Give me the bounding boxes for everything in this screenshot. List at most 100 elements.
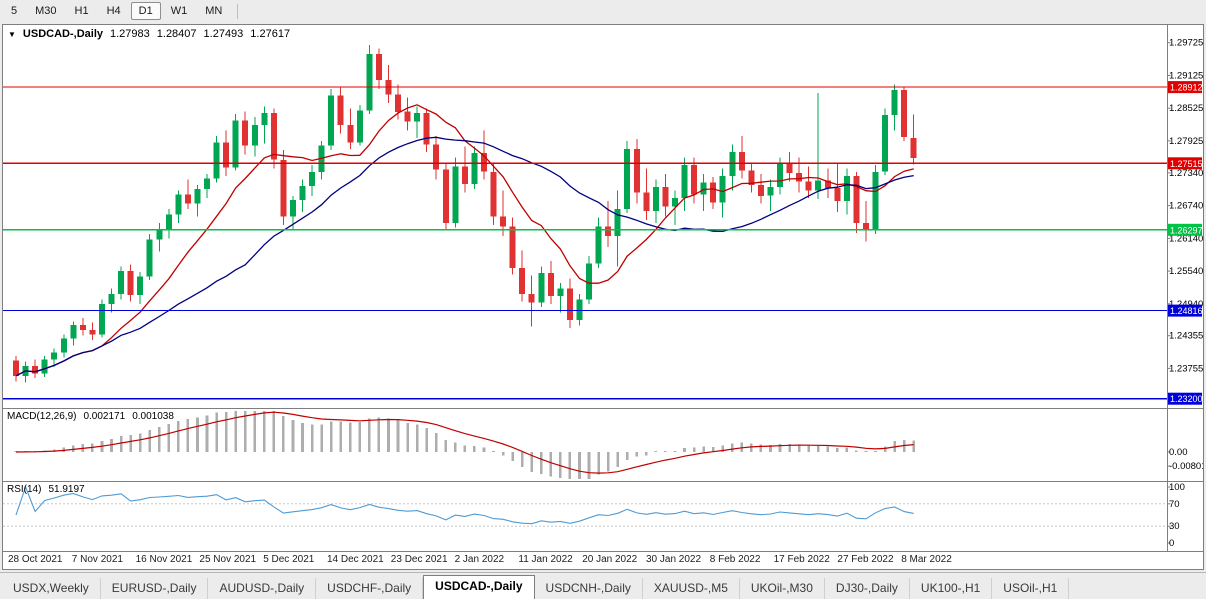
chart-tab-audusd-daily[interactable]: AUDUSD-,Daily: [208, 578, 317, 599]
date-label-14-dec-2021: 14 Dec 2021: [327, 554, 384, 565]
candle-body: [194, 189, 201, 204]
candle-body: [156, 229, 163, 240]
price-scale[interactable]: 1.29725 1.29125 1.28525 1.27925 1.27340 1.267…: [1167, 25, 1204, 408]
candle-body: [748, 170, 755, 185]
date-label-25-nov-2021: 25 Nov 2021: [199, 554, 257, 565]
candle-body: [309, 171, 316, 186]
candle-body: [356, 110, 363, 143]
candle-body: [146, 239, 153, 277]
date-label-8-feb-2022: 8 Feb 2022: [709, 554, 761, 565]
candle-body: [576, 299, 583, 321]
timeframe-button-w1[interactable]: W1: [170, 5, 188, 17]
chart-tab-usdcad-daily[interactable]: USDCAD-,Daily: [423, 575, 535, 599]
candle-body: [547, 273, 554, 297]
chart-open-value: 1.27983: [110, 28, 150, 40]
candle-body: [882, 115, 889, 172]
macd-canvas[interactable]: 0.00 -0.00801: [3, 409, 1203, 481]
candle-body: [99, 303, 105, 335]
candle-body: [270, 112, 277, 160]
price-scale-label: 1.24355: [1169, 331, 1203, 342]
timeframe-button-h4[interactable]: H4: [106, 5, 121, 17]
macd-histogram: [14, 411, 916, 479]
candle-body: [843, 176, 850, 202]
candle-body: [605, 226, 612, 237]
candle-body: [51, 352, 58, 360]
macd-scale[interactable]: 0.00 -0.00801: [1167, 409, 1204, 481]
candle-body: [404, 111, 411, 122]
candle-body: [901, 89, 908, 137]
chart-tab-usdcnh-daily[interactable]: USDCNH-,Daily: [535, 578, 643, 599]
time-axis[interactable]: 28 Oct 2021 7 Nov 2021 16 Nov 2021 25 Nov 2…: [3, 552, 1203, 569]
candlestick-chart-canvas[interactable]: 1.29725 1.29125 1.28525 1.27925 1.27340 1.267…: [3, 25, 1203, 408]
candle-body: [490, 171, 497, 217]
candle-body: [757, 184, 764, 196]
chart-tab-xauusd-m5[interactable]: XAUUSD-,M5: [643, 578, 740, 599]
price-scale-label: 1.26740: [1169, 201, 1203, 212]
rsi-line: [15, 485, 914, 525]
chart-tab-uk100-h1[interactable]: UK100-,H1: [910, 578, 993, 599]
candle-body: [337, 95, 344, 125]
timeframe-button-d1[interactable]: D1: [130, 2, 161, 20]
price-tag-1.23200: [1168, 392, 1202, 405]
price-tag-1.26297: [1168, 223, 1202, 236]
date-label-7-nov-2021: 7 Nov 2021: [71, 554, 123, 565]
chart-tab-usoil-h1[interactable]: USOil-,H1: [992, 578, 1070, 599]
candle-body: [643, 192, 650, 211]
macd-signal-value: 0.001038: [132, 411, 174, 422]
chart-tab-usdchf-daily[interactable]: USDCHF-,Daily: [316, 578, 424, 599]
candle-body: [691, 165, 698, 195]
rsi-scale[interactable]: 100 70 30 0: [1167, 482, 1185, 551]
date-label-17-feb-2022: 17 Feb 2022: [773, 554, 830, 565]
chart-tab-eurusd-daily[interactable]: EURUSD-,Daily: [101, 578, 209, 599]
chart-dropdown-icon[interactable]: ▼: [8, 29, 16, 39]
candle-body: [280, 159, 287, 217]
chart-tab-dj30-daily[interactable]: DJ30-,Daily: [825, 578, 910, 599]
rsi-canvas[interactable]: 100 70 30 0: [3, 482, 1203, 551]
price-scale-label: 1.24940: [1169, 299, 1203, 310]
price-tag-1.24816: [1168, 304, 1202, 317]
candle-body: [471, 153, 478, 184]
candle-body: [500, 216, 507, 227]
candle-body: [79, 325, 86, 330]
macd-pane[interactable]: MACD(12,26,9) 0.002171 0.001038 0.00 -0.0…: [3, 409, 1203, 482]
price-tag-text: 1.26297: [1170, 225, 1203, 235]
price-scale-label: 1.28525: [1169, 103, 1203, 114]
chart-window: ▼ USDCAD-,Daily 1.27983 1.28407 1.27493 …: [2, 24, 1204, 570]
candle-body: [13, 360, 19, 376]
price-pane[interactable]: ▼ USDCAD-,Daily 1.27983 1.28407 1.27493 …: [3, 25, 1203, 409]
candle-body: [633, 148, 640, 193]
candle-body: [872, 171, 879, 230]
macd-label: MACD(12,26,9) 0.002171 0.001038: [7, 411, 174, 422]
candle-body: [127, 271, 134, 296]
macd-indicator-name: MACD(12,26,9): [7, 411, 77, 422]
price-tag-text: 1.23200: [1170, 394, 1203, 404]
candle-body: [232, 120, 239, 168]
timeframe-button-m30[interactable]: M30: [35, 5, 57, 17]
date-label-16-nov-2021: 16 Nov 2021: [135, 554, 193, 565]
candle-body: [423, 112, 430, 145]
toolbar-separator: [237, 3, 239, 19]
date-label-28-oct-2021: 28 Oct 2021: [8, 554, 63, 565]
candle-body: [672, 198, 678, 207]
rsi-scale-label: 0: [1169, 538, 1174, 549]
date-label-27-feb-2022: 27 Feb 2022: [837, 554, 894, 565]
macd-scale-label: 0.00: [1169, 447, 1188, 458]
candle-body: [118, 271, 125, 294]
price-scale-label: 1.25540: [1169, 266, 1203, 277]
rsi-pane[interactable]: RSI(14) 51.9197 100 70 30 0: [3, 482, 1203, 552]
timeframe-button-h1[interactable]: H1: [74, 5, 89, 17]
timeframe-button-5[interactable]: 5: [11, 5, 18, 17]
price-tag-1.28912: [1168, 81, 1202, 94]
chart-tab-ukoil-m30[interactable]: UKOil-,M30: [740, 578, 825, 599]
timeframe-button-mn[interactable]: MN: [205, 5, 223, 17]
candle-body: [414, 112, 421, 122]
chart-tab-usdx-weekly[interactable]: USDX,Weekly: [2, 578, 101, 599]
rsi-scale-label: 100: [1169, 482, 1185, 493]
candle-body: [165, 214, 172, 230]
price-scale-label: 1.27925: [1169, 136, 1203, 147]
candle-body: [796, 172, 803, 182]
candle-body: [509, 226, 516, 268]
candle-body: [442, 169, 449, 224]
candle-body: [108, 294, 115, 304]
